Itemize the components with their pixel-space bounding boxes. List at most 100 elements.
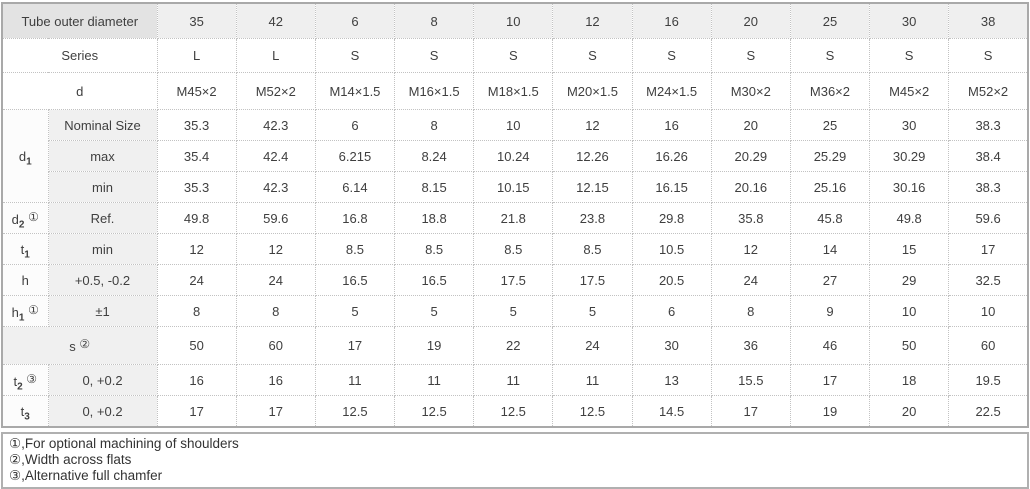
row-label: d (1, 72, 158, 110)
cell-value: 15 (869, 233, 950, 265)
cell-value: 8.24 (394, 140, 475, 172)
cell-value: 24 (235, 264, 316, 296)
row-label: Series (1, 38, 158, 73)
cell-value: 8 (235, 295, 316, 327)
cell-value: 35.3 (156, 171, 237, 203)
table-row-s: s ② 50 60 17 19 22 24 30 36 46 50 60 (1, 326, 1029, 365)
cell-value: 16.5 (314, 264, 396, 296)
cell-value: 16.5 (394, 264, 475, 296)
cell-value: 8.5 (473, 233, 554, 265)
footnote-line: ③,Alternative full chamfer (9, 468, 163, 483)
cell-value: M45×2 (156, 72, 237, 110)
cell-value: 18.8 (394, 202, 475, 234)
row-sublabel: min (47, 233, 158, 265)
cell-value: 22.5 (948, 395, 1029, 428)
row-sublabel: 0, +0.2 (47, 364, 158, 396)
cell-value: 12 (710, 233, 791, 265)
row-label: t1 (1, 233, 49, 265)
row-sublabel: Nominal Size (47, 109, 158, 141)
cell-value: 25.29 (789, 140, 871, 172)
cell-value: 45.8 (789, 202, 871, 234)
cell-value: 6 (631, 295, 712, 327)
cell-value: 29.8 (631, 202, 712, 234)
cell-value: M20×1.5 (552, 72, 633, 110)
cell-value: 30 (631, 326, 712, 365)
cell-value: 20 (869, 395, 950, 428)
row-label: s ② (1, 326, 158, 365)
cell-value: 20 (710, 109, 791, 141)
cell-value: 20.16 (710, 171, 791, 203)
cell-value: M24×1.5 (631, 72, 712, 110)
cell-value: 22 (473, 326, 554, 365)
cell-value: 11 (314, 364, 396, 396)
table-row-series: Series L L S S S S S S S S S (1, 38, 1029, 73)
cell-value: 18 (869, 364, 950, 396)
cell-value: 12 (235, 233, 316, 265)
cell-value: 25.16 (789, 171, 871, 203)
cell-value: 27 (789, 264, 871, 296)
cell-value: M30×2 (710, 72, 791, 110)
cell-value: 35.8 (710, 202, 791, 234)
table-row-h: h +0.5, -0.2 24 24 16.5 16.5 17.5 17.5 20.5 24 27 2… (1, 264, 1029, 296)
cell-value: 24 (710, 264, 791, 296)
column-header: 12 (552, 2, 633, 39)
cell-value: 8 (156, 295, 237, 327)
cell-value: 9 (789, 295, 871, 327)
cell-value: 23.8 (552, 202, 633, 234)
cell-value: 16.8 (314, 202, 396, 234)
cell-value: 16 (235, 364, 316, 396)
footnote-mark: ② (79, 337, 91, 351)
cell-value: 25 (789, 109, 871, 141)
cell-value: S (552, 38, 633, 73)
cell-value: 16.26 (631, 140, 712, 172)
cell-value: 12.5 (394, 395, 475, 428)
cell-value: 38.3 (948, 171, 1029, 203)
cell-value: 5 (552, 295, 633, 327)
cell-value: 17 (235, 395, 316, 428)
footnote-mark: ③ (26, 371, 38, 386)
cell-value: 35.3 (156, 109, 237, 141)
cell-value: 17 (948, 233, 1029, 265)
cell-value: S (948, 38, 1029, 73)
row-sublabel: +0.5, -0.2 (47, 264, 158, 296)
column-header: 35 (156, 2, 237, 39)
cell-value: 10.24 (473, 140, 554, 172)
row-label: h1 ① (1, 295, 49, 327)
cell-value: 8.5 (314, 233, 396, 265)
cell-value: 17 (156, 395, 237, 428)
cell-value: 49.8 (156, 202, 237, 234)
cell-value: 59.6 (235, 202, 316, 234)
cell-value: 35.4 (156, 140, 237, 172)
row-sublabel: Ref. (47, 202, 158, 234)
cell-value: M52×2 (948, 72, 1029, 110)
header-row: Tube outer diameter 35 42 6 8 10 12 16 20 25 30 38 (1, 2, 1029, 39)
cell-value: 12.26 (552, 140, 633, 172)
cell-value: 30.29 (869, 140, 950, 172)
table-corner-label: Tube outer diameter (1, 2, 158, 39)
cell-value: M36×2 (789, 72, 871, 110)
cell-value: 49.8 (869, 202, 950, 234)
table-row-t3: t3 0, +0.2 17 17 12.5 12.5 12.5 12.5 14.5 17 19 20 2… (1, 395, 1029, 428)
cell-value: 12 (156, 233, 237, 265)
cell-value: 46 (789, 326, 871, 365)
footnote-line: ②,Width across flats (9, 452, 132, 467)
row-label: t2 ③ (1, 364, 49, 396)
cell-value: 20.5 (631, 264, 712, 296)
cell-value: 10 (869, 295, 950, 327)
table-row-d1-max: max 35.4 42.4 6.215 8.24 10.24 12.26 16.26 20.29… (2, 140, 1029, 172)
row-sublabel: 0, +0.2 (47, 395, 158, 428)
cell-value: 16.15 (631, 171, 712, 203)
table-row-t2: t2 ③ 0, +0.2 16 16 11 11 11 11 13 15.5 17 18 19.5 (1, 364, 1029, 396)
column-header: 20 (710, 2, 791, 39)
spec-table: Tube outer diameter 35 42 6 8 10 12 16 20 25 30 38… (1, 2, 1029, 428)
cell-value: 42.4 (235, 140, 316, 172)
cell-value: L (156, 38, 237, 73)
table-row-t1: t1 min 12 12 8.5 8.5 8.5 8.5 10.5 12 14 15 17 (1, 233, 1029, 265)
cell-value: 11 (552, 364, 633, 396)
cell-value: 11 (394, 364, 475, 396)
cell-value: 11 (473, 364, 554, 396)
cell-value: 42.3 (235, 171, 316, 203)
table-row-d1-nominal: d1 Nominal Size 35.3 42.3 6 8 10 12 16 20 25 30 38.3 (1, 109, 1029, 203)
cell-value: 10.15 (473, 171, 554, 203)
